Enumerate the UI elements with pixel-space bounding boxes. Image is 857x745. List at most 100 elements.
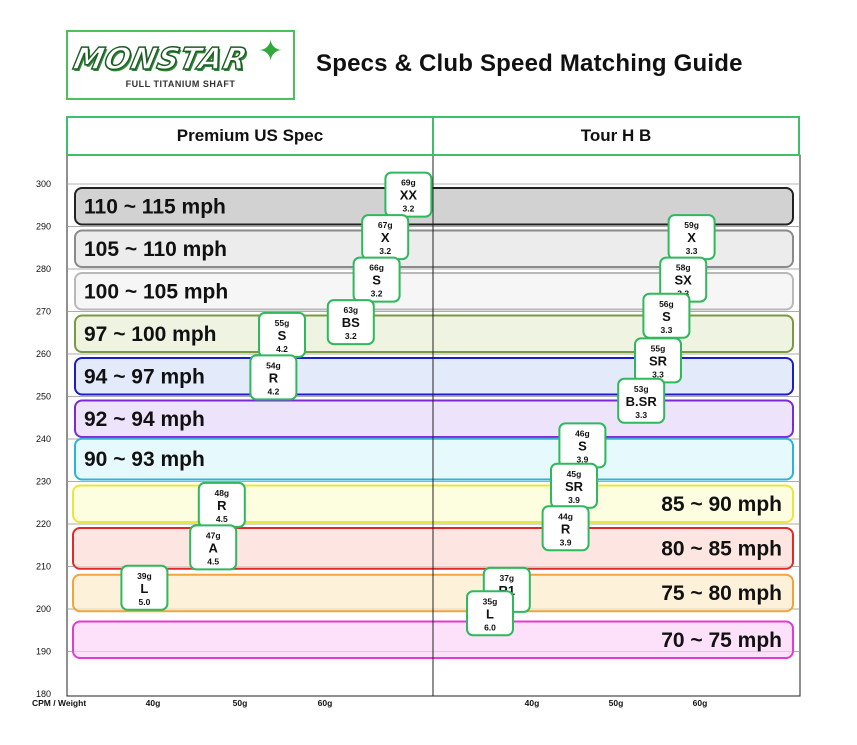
speed-band: [74, 399, 794, 438]
shaft-weight: 47g: [206, 530, 221, 540]
shaft-flex: S: [278, 328, 287, 343]
shaft-card-box: [249, 354, 298, 401]
shaft-torque: 4.5: [216, 514, 228, 524]
speed-band-label: 75 ~ 80 mph: [661, 582, 782, 605]
shaft-flex: SX: [675, 273, 693, 288]
weight-tick-label: 60g: [318, 698, 333, 708]
shaft-card-box: [189, 524, 238, 571]
speed-band-label: 92 ~ 94 mph: [84, 408, 205, 431]
panel-header-tour-h-b: Tour H B: [432, 116, 800, 156]
shaft-flex: S: [578, 438, 587, 453]
shaft-flex: XX: [400, 188, 418, 203]
shaft-weight: 39g: [137, 571, 152, 581]
shaft-flex: L: [140, 581, 148, 596]
shaft-torque: 3.3: [652, 369, 664, 379]
shaft-torque: 3.3: [660, 325, 672, 335]
cpm-tick-label: 290: [36, 222, 51, 232]
cpm-tick-label: 300: [36, 179, 51, 189]
shaft-weight: 46g: [575, 428, 590, 438]
shaft-weight: 44g: [558, 511, 573, 521]
cpm-tick-label: 190: [36, 647, 51, 657]
shaft-torque: 3.2: [371, 289, 383, 299]
shaft-weight: 55g: [651, 343, 666, 353]
cpm-tick-label: 240: [36, 434, 51, 444]
shaft-flex: R: [561, 521, 571, 536]
shaft-card-box: [617, 377, 666, 424]
shaft-card-box: [326, 299, 375, 346]
speed-band: [74, 272, 794, 311]
cpm-tick-label: 220: [36, 519, 51, 529]
shaft-torque: 5.0: [138, 597, 150, 607]
shaft-card-box: [384, 171, 433, 218]
shaft-weight: 48g: [214, 488, 229, 498]
shaft-weight: 67g: [378, 220, 393, 230]
shaft-card-box: [352, 256, 401, 303]
cpm-tick-label: 200: [36, 604, 51, 614]
shaft-torque: 3.2: [379, 246, 391, 256]
shaft-weight: 55g: [275, 318, 290, 328]
shaft-card-box: [541, 505, 590, 552]
monstar-logo: MONSTAR ✦ FULL TITANIUM SHAFT: [66, 30, 295, 100]
cpm-tick-label: 270: [36, 307, 51, 317]
shaft-flex: A: [209, 540, 219, 555]
shaft-flex: S: [372, 273, 381, 288]
speed-band-label: 80 ~ 85 mph: [661, 537, 782, 560]
weight-tick-label: 50g: [609, 698, 624, 708]
shaft-flex: X: [381, 230, 390, 245]
shaft-weight: 54g: [266, 360, 281, 370]
shaft-weight: 56g: [659, 299, 674, 309]
shaft-flex: B.SR: [626, 394, 658, 409]
speed-band: [74, 314, 794, 353]
shaft-weight: 69g: [401, 178, 416, 188]
shaft-flex: SR: [565, 479, 584, 494]
cpm-tick-label: 250: [36, 392, 51, 402]
speed-band: [74, 187, 794, 226]
page-title: Specs & Club Speed Matching Guide: [316, 50, 743, 77]
shaft-weight: 45g: [567, 469, 582, 479]
weight-tick-label: 50g: [233, 698, 248, 708]
shaft-flex: SR: [649, 353, 668, 368]
shaft-torque: 3.9: [560, 537, 572, 547]
weight-tick-label: 40g: [146, 698, 161, 708]
shaft-weight: 63g: [343, 305, 358, 315]
shaft-flex: R: [217, 498, 227, 513]
shaft-weight: 35g: [483, 596, 498, 606]
star-icon: ✦: [258, 34, 284, 69]
shaft-torque: 6.0: [484, 622, 496, 632]
shaft-torque: 4.2: [267, 386, 279, 396]
speed-band: [74, 229, 794, 268]
shaft-torque: 3.9: [576, 454, 588, 464]
cpm-tick-label: 210: [36, 562, 51, 572]
shaft-flex: BS: [342, 315, 360, 330]
weight-tick-label: 40g: [525, 698, 540, 708]
speed-band-label: 70 ~ 75 mph: [661, 629, 782, 652]
shaft-card-box: [120, 564, 169, 611]
speed-band-label: 110 ~ 115 mph: [84, 195, 226, 218]
shaft-flex: L: [486, 606, 494, 621]
cpm-tick-label: 180: [36, 689, 51, 699]
shaft-torque: 3.2: [345, 331, 357, 341]
shaft-flex: X: [687, 230, 696, 245]
shaft-torque: 4.5: [207, 556, 219, 566]
cpm-tick-label: 280: [36, 264, 51, 274]
shaft-weight: 66g: [369, 263, 384, 273]
speed-band-label: 97 ~ 100 mph: [84, 323, 217, 346]
weight-tick-label: 60g: [693, 698, 708, 708]
speed-band-label: 100 ~ 105 mph: [84, 280, 228, 303]
speed-band-label: 94 ~ 97 mph: [84, 365, 205, 388]
shaft-torque: 3.9: [568, 495, 580, 505]
shaft-flex: R: [269, 370, 279, 385]
